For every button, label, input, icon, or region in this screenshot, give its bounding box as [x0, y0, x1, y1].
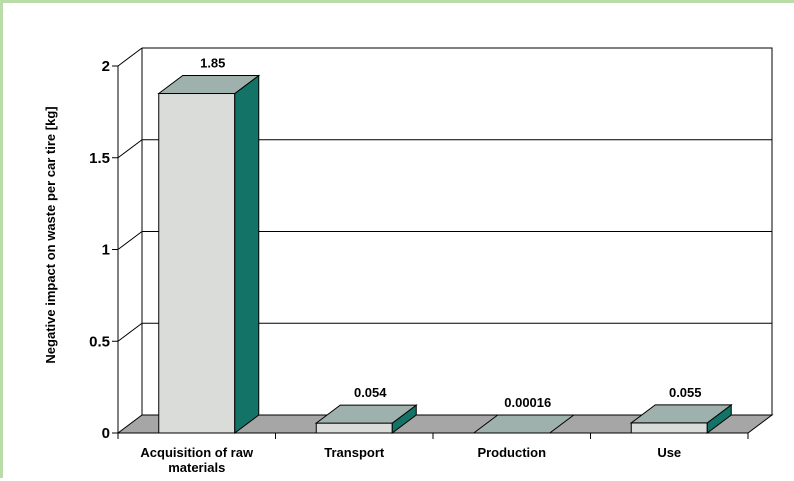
- y-tick-label: 0.5: [89, 333, 110, 350]
- bar: [472, 414, 576, 434]
- gridline-side: [117, 231, 143, 250]
- labels: 1.85 Acquisition of raw materials 0.054 Tran…: [140, 56, 701, 475]
- data-label: 0.00016: [504, 395, 551, 410]
- data-label: 0.055: [669, 385, 702, 400]
- bars: [157, 74, 733, 434]
- x-category-label-line: Transport: [324, 445, 385, 460]
- x-category-label-line: Production: [477, 445, 546, 460]
- gridline-side: [117, 322, 143, 342]
- gridline-side: [117, 139, 143, 159]
- x-category-label: Acquisition of raw materials: [140, 445, 254, 475]
- left-wall-top-edge: [117, 47, 143, 67]
- bar: [157, 74, 261, 434]
- bar-top: [629, 404, 733, 424]
- bar-top: [472, 414, 576, 434]
- bar: [314, 404, 418, 434]
- x-category-label: Use: [657, 445, 681, 460]
- bar: [629, 403, 733, 434]
- data-label: 0.054: [354, 385, 387, 400]
- data-label: 1.85: [200, 56, 225, 71]
- x-category-label: Production: [477, 445, 546, 460]
- y-tick-label: 1.5: [89, 150, 110, 167]
- y-axis-title: Negative impact on waste per car tire [k…: [43, 106, 58, 363]
- x-category-label-line: Use: [657, 445, 681, 460]
- y-tick-label: 2: [102, 58, 110, 75]
- bar-top: [157, 75, 261, 95]
- bar-top: [314, 404, 418, 424]
- bar-front: [315, 422, 393, 434]
- bar-front: [630, 422, 708, 434]
- x-category-label-line: materials: [168, 460, 225, 475]
- y-axis-ticks: 0 0.5 1 1.5 2: [89, 58, 749, 442]
- bar-chart: 0 0.5 1 1.5 2 1.85 Acquisition of raw material…: [43, 47, 774, 475]
- bar-side: [234, 74, 260, 434]
- x-category-label-line: Acquisition of raw: [140, 445, 254, 460]
- bar-front: [158, 93, 236, 434]
- y-tick-label: 1: [102, 242, 110, 259]
- x-category-label: Transport: [324, 445, 385, 460]
- y-tick-label: 0: [102, 425, 110, 442]
